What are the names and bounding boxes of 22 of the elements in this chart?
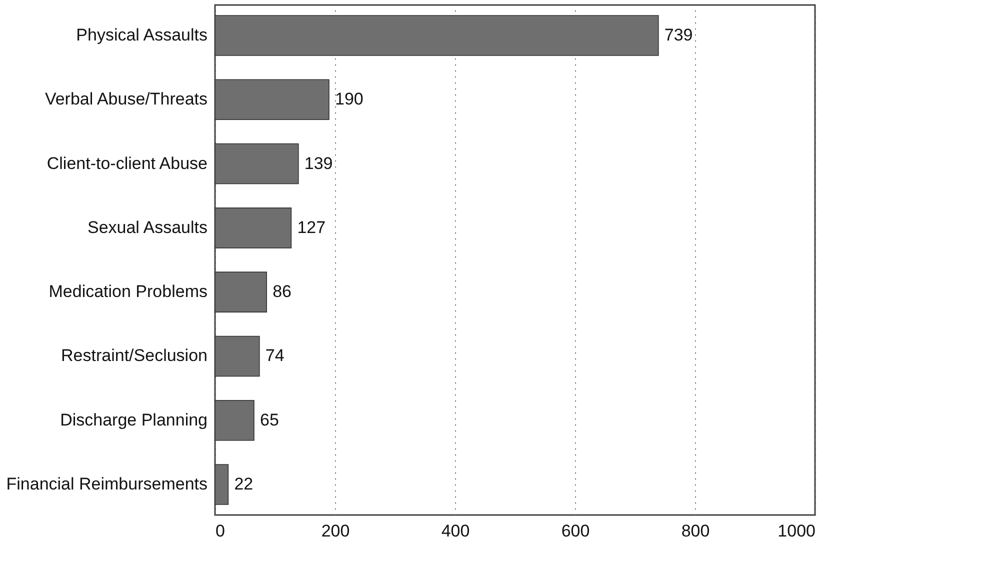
data-label: 739 xyxy=(664,25,693,44)
data-label: 190 xyxy=(335,90,364,109)
data-label: 86 xyxy=(272,282,292,302)
data-label: 139 xyxy=(304,154,333,173)
data-label: 22 xyxy=(234,474,254,494)
data-label: 65 xyxy=(260,410,279,430)
x-tick-label: 1000 xyxy=(778,522,816,540)
y-tick-label: Discharge Planning xyxy=(60,410,208,430)
y-tick-label: Sexual Assaults xyxy=(87,218,208,237)
data-label: 127 xyxy=(297,218,326,237)
y-tick-label: Physical Assaults xyxy=(76,25,208,44)
y-tick-label: Restraint/Seclusion xyxy=(61,346,208,366)
data-label: 74 xyxy=(265,346,284,366)
y-tick-label: Medication Problems xyxy=(48,282,208,302)
x-tick-label: 800 xyxy=(681,522,710,540)
x-tick-label: 0 xyxy=(216,522,225,540)
x-tick-label: 400 xyxy=(441,522,470,540)
y-tick-label: Client-to-client Abuse xyxy=(46,154,208,173)
y-tick-label: Verbal Abuse/Threats xyxy=(44,90,208,109)
y-tick-label: Financial Reimbursements xyxy=(6,474,208,494)
x-tick-label: 200 xyxy=(321,522,350,540)
x-tick-label: 600 xyxy=(561,522,590,540)
